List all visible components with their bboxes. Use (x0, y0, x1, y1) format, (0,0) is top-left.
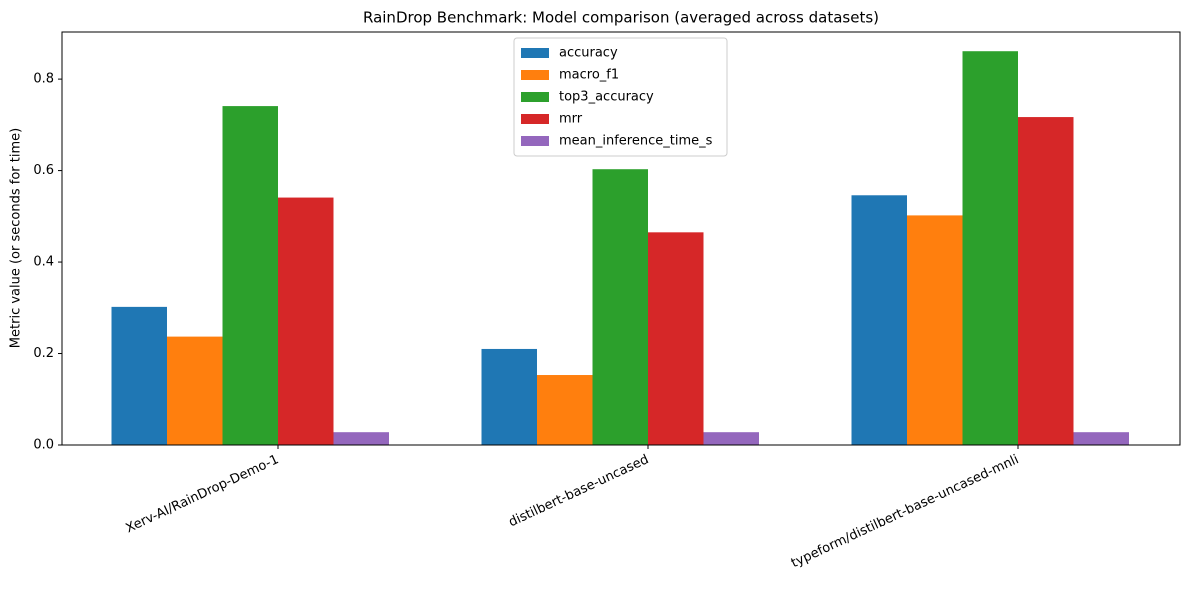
legend-swatch (521, 136, 549, 146)
chart-title: RainDrop Benchmark: Model comparison (av… (363, 9, 879, 27)
bar (278, 197, 334, 445)
bar (111, 306, 167, 445)
legend-swatch (521, 114, 549, 124)
legend-swatch (521, 92, 549, 102)
bar (1018, 117, 1074, 446)
legend-label: mean_inference_time_s (559, 134, 713, 149)
y-axis-label: Metric value (or seconds for time) (9, 128, 24, 348)
x-tick-label: typeform/distilbert-base-uncased-mnli (789, 452, 1021, 571)
y-tick-label: 0.6 (33, 163, 54, 178)
y-tick-label: 0.8 (33, 72, 54, 87)
legend-label: accuracy (559, 46, 618, 61)
x-tick-label: distilbert-base-uncased (506, 452, 651, 530)
legend-swatch (521, 48, 549, 58)
bar (962, 51, 1018, 446)
bar (851, 195, 907, 445)
bar (222, 106, 278, 446)
bar (537, 375, 593, 445)
bar (167, 336, 223, 445)
bar (481, 348, 537, 445)
legend-swatch (521, 70, 549, 80)
legend-label: top3_accuracy (559, 90, 654, 105)
bar (907, 215, 963, 445)
x-tick-label: Xerv-AI/RainDrop-Demo-1 (124, 452, 282, 536)
legend-box (513, 37, 728, 157)
y-tick-label: 0.0 (33, 438, 54, 453)
bar (648, 232, 704, 445)
bar (592, 169, 648, 446)
y-tick-label: 0.2 (33, 346, 54, 361)
legend-label: macro_f1 (559, 68, 619, 83)
legend-label: mrr (559, 112, 583, 127)
y-tick-label: 0.4 (33, 255, 54, 270)
bar (333, 432, 389, 445)
plot-frame (61, 31, 1181, 446)
bar (703, 432, 759, 445)
bar (1073, 432, 1129, 445)
